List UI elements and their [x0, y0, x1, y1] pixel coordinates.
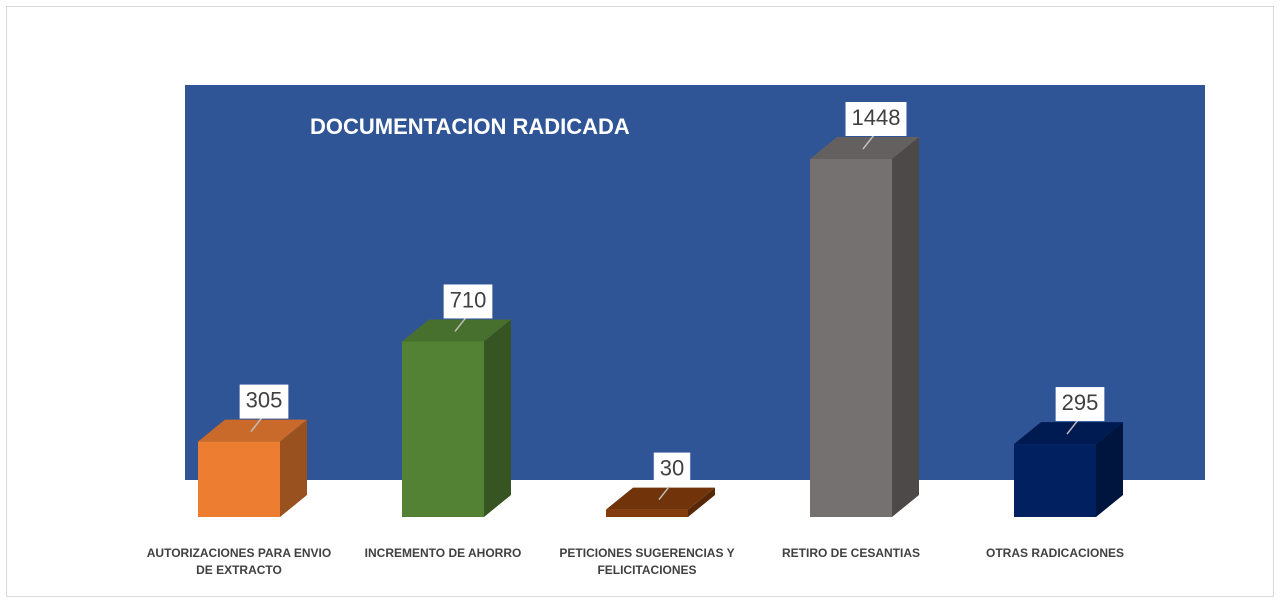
data-label: 30 — [660, 455, 684, 480]
data-label-box — [443, 284, 493, 319]
data-label: 295 — [1062, 390, 1099, 415]
data-label: 305 — [246, 387, 283, 412]
bar-side — [892, 137, 919, 517]
bar-side — [1096, 422, 1123, 517]
data-label-box — [653, 452, 691, 487]
leader-line — [862, 134, 875, 150]
data-label: 1448 — [852, 105, 901, 130]
bar — [198, 441, 280, 517]
x-tick-label: RETIRO DE CESANTIAS — [781, 546, 920, 560]
data-label: 710 — [450, 287, 487, 312]
chart-title: DOCUMENTACION RADICADA — [310, 114, 630, 139]
data-label-box — [845, 102, 907, 136]
x-tick-label: AUTORIZACIONES PARA ENVIO DE EXTRACTO — [146, 546, 332, 577]
data-label-box — [239, 384, 289, 419]
data-label-box — [1055, 387, 1105, 422]
bar — [810, 159, 892, 517]
leader-line — [250, 417, 263, 433]
bar — [402, 341, 484, 517]
leader-line — [658, 485, 671, 501]
bar-side — [484, 319, 511, 517]
bar — [1014, 444, 1096, 517]
x-tick-label: OTRAS RADICACIONES — [985, 546, 1124, 560]
leader-line — [1066, 419, 1079, 435]
leader-line — [454, 316, 467, 332]
x-tick-label: INCREMENTO DE AHORRO — [364, 546, 522, 560]
back-wall — [185, 85, 1205, 480]
bar — [606, 509, 688, 517]
x-tick-label: PETICIONES SUGERENCIAS Y FELICITACIONES — [559, 546, 735, 577]
bar-side — [688, 487, 715, 517]
bar-side — [280, 419, 307, 517]
